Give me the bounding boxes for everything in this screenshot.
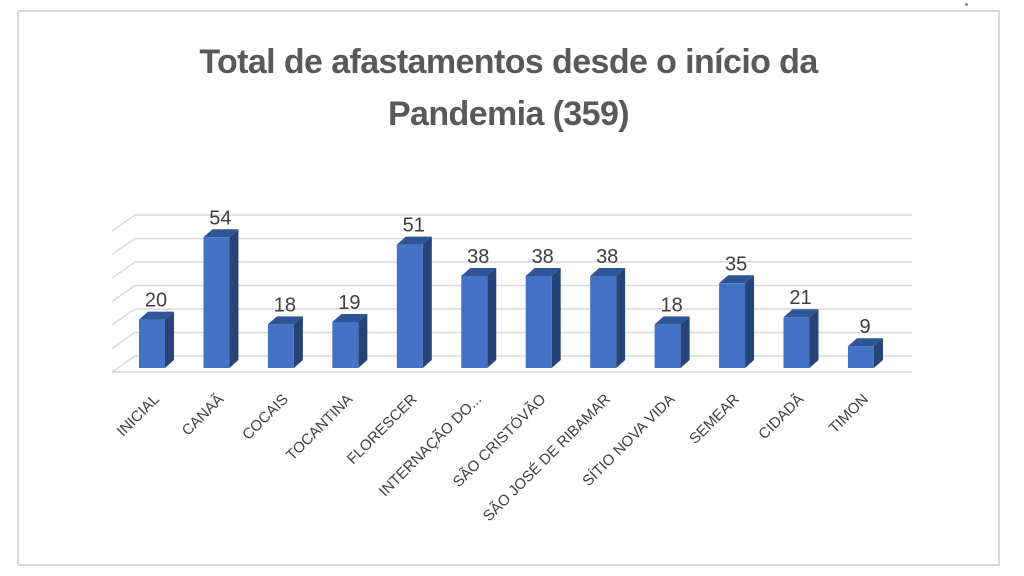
speck-artifact bbox=[965, 3, 968, 6]
slide-canvas: Total de afastamentos desde o início da … bbox=[17, 10, 1000, 566]
chart-title-line-2: Pandemia (359) bbox=[387, 95, 630, 133]
chart-title-line-1: Total de afastamentos desde o início da bbox=[199, 43, 818, 81]
chart-title: Total de afastamentos desde o início da … bbox=[19, 36, 998, 140]
